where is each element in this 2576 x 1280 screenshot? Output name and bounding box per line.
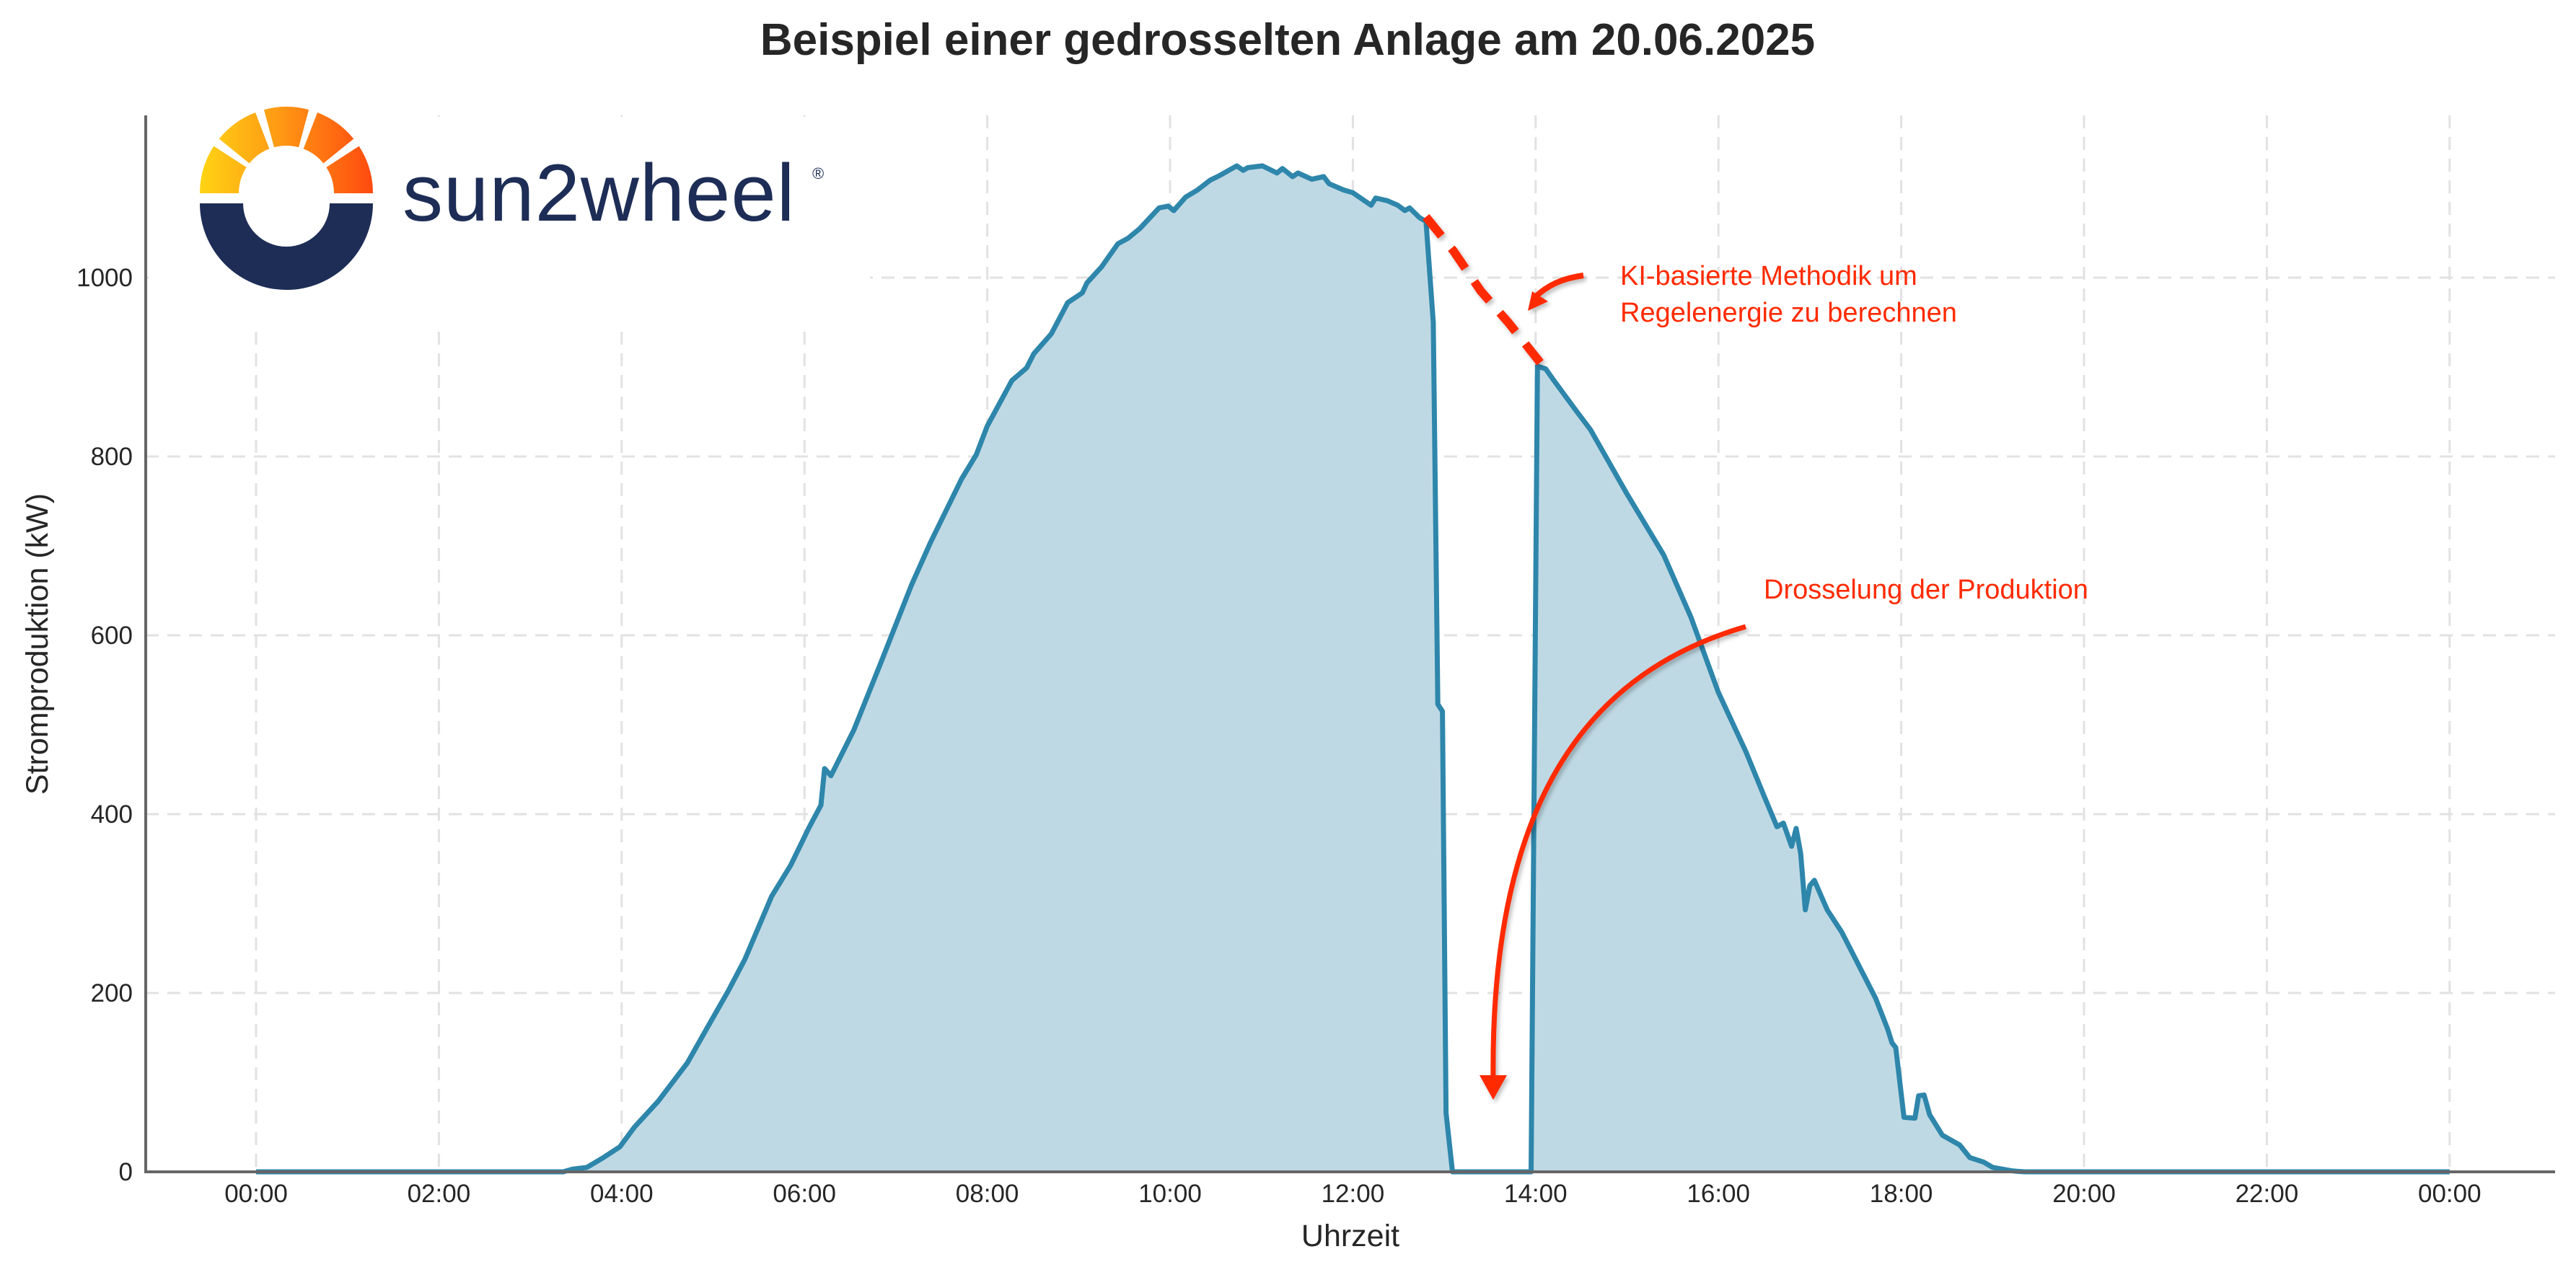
- ki-arrow-shaft: [1533, 273, 1584, 299]
- production-area: [256, 163, 2450, 1175]
- x-tick-label: 14:00: [1504, 1180, 1568, 1208]
- throttle-annotation: Drosselung der Produktion: [1764, 575, 2088, 605]
- y-tick-label: 0: [119, 1158, 133, 1186]
- x-tick-label: 04:00: [590, 1180, 654, 1208]
- annotations: KI-basierte Methodik um Regelenergie zu …: [1423, 213, 2088, 1100]
- ki-arrowhead-icon: [1528, 291, 1548, 311]
- y-tick-label: 400: [91, 800, 133, 829]
- ki-annotation-line2: Regelenergie zu berechnen: [1620, 298, 1957, 328]
- y-axis-label: Stromproduktion (kW): [20, 493, 55, 795]
- throttle-arrowhead-icon: [1480, 1075, 1507, 1100]
- production-fill: [256, 166, 2450, 1172]
- x-tick-label: 00:00: [2418, 1180, 2482, 1208]
- registered-mark: ®: [812, 164, 824, 182]
- x-tick-label: 08:00: [956, 1180, 1019, 1208]
- throttle-arrow-shaft: [1490, 624, 1746, 1082]
- x-tick-label: 02:00: [408, 1180, 471, 1208]
- x-tick-label: 20:00: [2052, 1180, 2116, 1208]
- x-tick-label: 22:00: [2236, 1180, 2299, 1208]
- sun-wheel-icon: [200, 107, 373, 290]
- chart-title: Beispiel einer gedrosselten Anlage am 20…: [760, 15, 1815, 65]
- axes: [144, 115, 2555, 1173]
- y-tick-label: 200: [91, 979, 133, 1007]
- x-tick-label: 00:00: [224, 1180, 288, 1208]
- ki-annotation-line1: KI-basierte Methodik um: [1620, 261, 1917, 291]
- x-axis-label: Uhrzeit: [1301, 1219, 1399, 1253]
- y-tick-label: 1000: [76, 264, 133, 292]
- tick-labels: 00:00 02:00 04:00 06:00 08:00 10:00 12:00 14:00…: [76, 264, 2481, 1208]
- y-tick-label: 600: [91, 622, 133, 650]
- x-tick-label: 18:00: [1870, 1180, 1933, 1208]
- x-tick-label: 06:00: [773, 1180, 836, 1208]
- y-tick-label: 800: [91, 443, 133, 471]
- sun2wheel-logo: sun2wheel ®: [149, 107, 870, 326]
- x-tick-label: 12:00: [1322, 1180, 1385, 1208]
- ki-estimate-dashed-line: [1423, 213, 1544, 366]
- production-line: [256, 163, 2450, 1175]
- x-tick-label: 16:00: [1687, 1180, 1750, 1208]
- x-tick-label: 10:00: [1138, 1180, 1202, 1208]
- logo-wordmark: sun2wheel: [403, 148, 796, 238]
